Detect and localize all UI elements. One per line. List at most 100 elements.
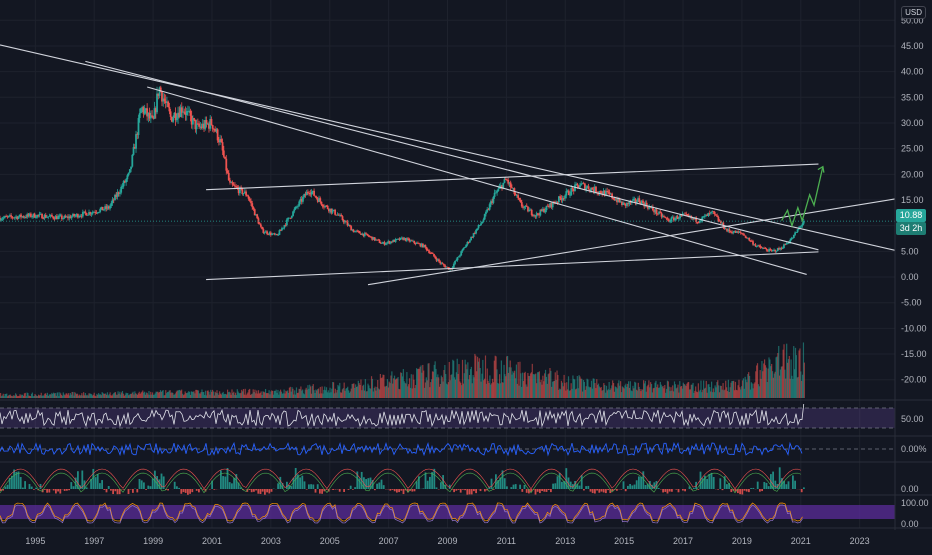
y-tick-label: -10.00 <box>901 323 927 333</box>
candle-body <box>144 110 146 113</box>
candle-body <box>126 175 128 179</box>
histogram-bar <box>343 489 345 492</box>
candle-body <box>787 243 789 244</box>
candle-body <box>531 210 533 215</box>
histogram-bar <box>112 489 114 494</box>
candle-body <box>217 129 219 140</box>
candle-body <box>434 256 436 258</box>
candle-body <box>49 216 51 217</box>
y-tick-label: 35.00 <box>901 92 924 102</box>
candle-body <box>713 211 715 212</box>
histogram-bar <box>464 489 466 490</box>
histogram-bar <box>411 489 413 492</box>
histogram-bar <box>189 489 191 494</box>
histogram-bar <box>293 478 295 489</box>
histogram-bar <box>339 489 341 492</box>
candle-body <box>795 232 797 233</box>
candle-body <box>140 108 142 113</box>
histogram-bar <box>367 478 369 489</box>
histogram-bar <box>585 486 587 489</box>
candle-body <box>243 193 245 194</box>
histogram-bar <box>623 481 625 489</box>
histogram-bar <box>163 476 165 489</box>
candle-body <box>716 216 718 217</box>
candle-body <box>31 216 33 217</box>
histogram-bar <box>64 489 66 491</box>
candle-body <box>84 211 86 213</box>
candle-body <box>766 249 768 250</box>
candle-body <box>485 212 487 214</box>
candle-body <box>379 240 381 243</box>
candle-body <box>743 235 745 236</box>
candle-body <box>138 118 140 135</box>
candle-body <box>220 139 222 142</box>
candle-body <box>769 249 771 250</box>
candle-body <box>799 226 801 228</box>
histogram-bar <box>552 484 554 489</box>
x-tick-label: 2005 <box>320 536 340 546</box>
candle-body <box>227 171 229 173</box>
candle-body <box>359 231 361 233</box>
histogram-bar <box>788 481 790 489</box>
histogram-bar <box>4 487 6 489</box>
histogram-bar <box>178 488 180 489</box>
candle-body <box>10 215 12 217</box>
histogram-bar <box>766 483 768 489</box>
histogram-bar <box>20 477 22 489</box>
x-tick-label: 2011 <box>497 536 516 546</box>
candle-body <box>745 236 747 238</box>
histogram-bar <box>414 489 416 491</box>
histogram-bar <box>128 489 130 494</box>
histogram-bar <box>471 489 473 494</box>
histogram-bar <box>18 471 20 489</box>
candle-body <box>600 191 602 193</box>
histogram-bar <box>752 488 754 489</box>
candle-body <box>151 115 153 116</box>
candle-body <box>479 225 481 226</box>
candle-body <box>469 240 471 242</box>
candle-body <box>570 188 572 195</box>
histogram-bar <box>711 473 713 489</box>
histogram-bar <box>29 484 31 489</box>
candle-body <box>475 230 477 233</box>
histogram-bar <box>625 489 627 491</box>
histogram-bar <box>167 489 169 490</box>
histogram-bar <box>557 476 559 489</box>
histogram-bar <box>381 480 383 489</box>
histogram-bar <box>664 489 666 492</box>
candle-body <box>459 255 461 256</box>
candle-body <box>568 191 570 195</box>
candle-body <box>588 186 590 189</box>
candle-body <box>11 217 13 218</box>
histogram-bar <box>455 489 457 491</box>
candle-body <box>35 218 37 219</box>
candle-body <box>122 186 124 187</box>
candle-body <box>131 155 133 167</box>
candle-body <box>120 187 122 193</box>
y-tick-label: 30.00 <box>901 118 924 128</box>
candle-body <box>386 243 388 244</box>
histogram-bar <box>702 478 704 489</box>
histogram-bar <box>422 488 424 489</box>
histogram-bar <box>473 489 475 491</box>
x-tick-label: 1995 <box>25 536 45 546</box>
candle-body <box>564 196 566 199</box>
candle-body <box>523 207 525 208</box>
last-price-badge: 10.88 <box>896 209 926 222</box>
histogram-bar <box>110 489 112 491</box>
histogram-bar <box>550 489 552 492</box>
candle-body <box>612 198 614 199</box>
histogram-bar <box>220 470 222 489</box>
currency-label[interactable]: USD <box>901 6 926 19</box>
histogram-bar <box>587 486 589 489</box>
histogram-bar <box>779 467 781 489</box>
histogram-bar <box>596 489 598 491</box>
histogram-bar <box>601 489 603 492</box>
candle-body <box>515 194 517 195</box>
histogram-bar <box>251 489 253 492</box>
x-tick-label: 2015 <box>614 536 634 546</box>
histogram-bar <box>442 475 444 489</box>
histogram-bar <box>279 477 281 489</box>
